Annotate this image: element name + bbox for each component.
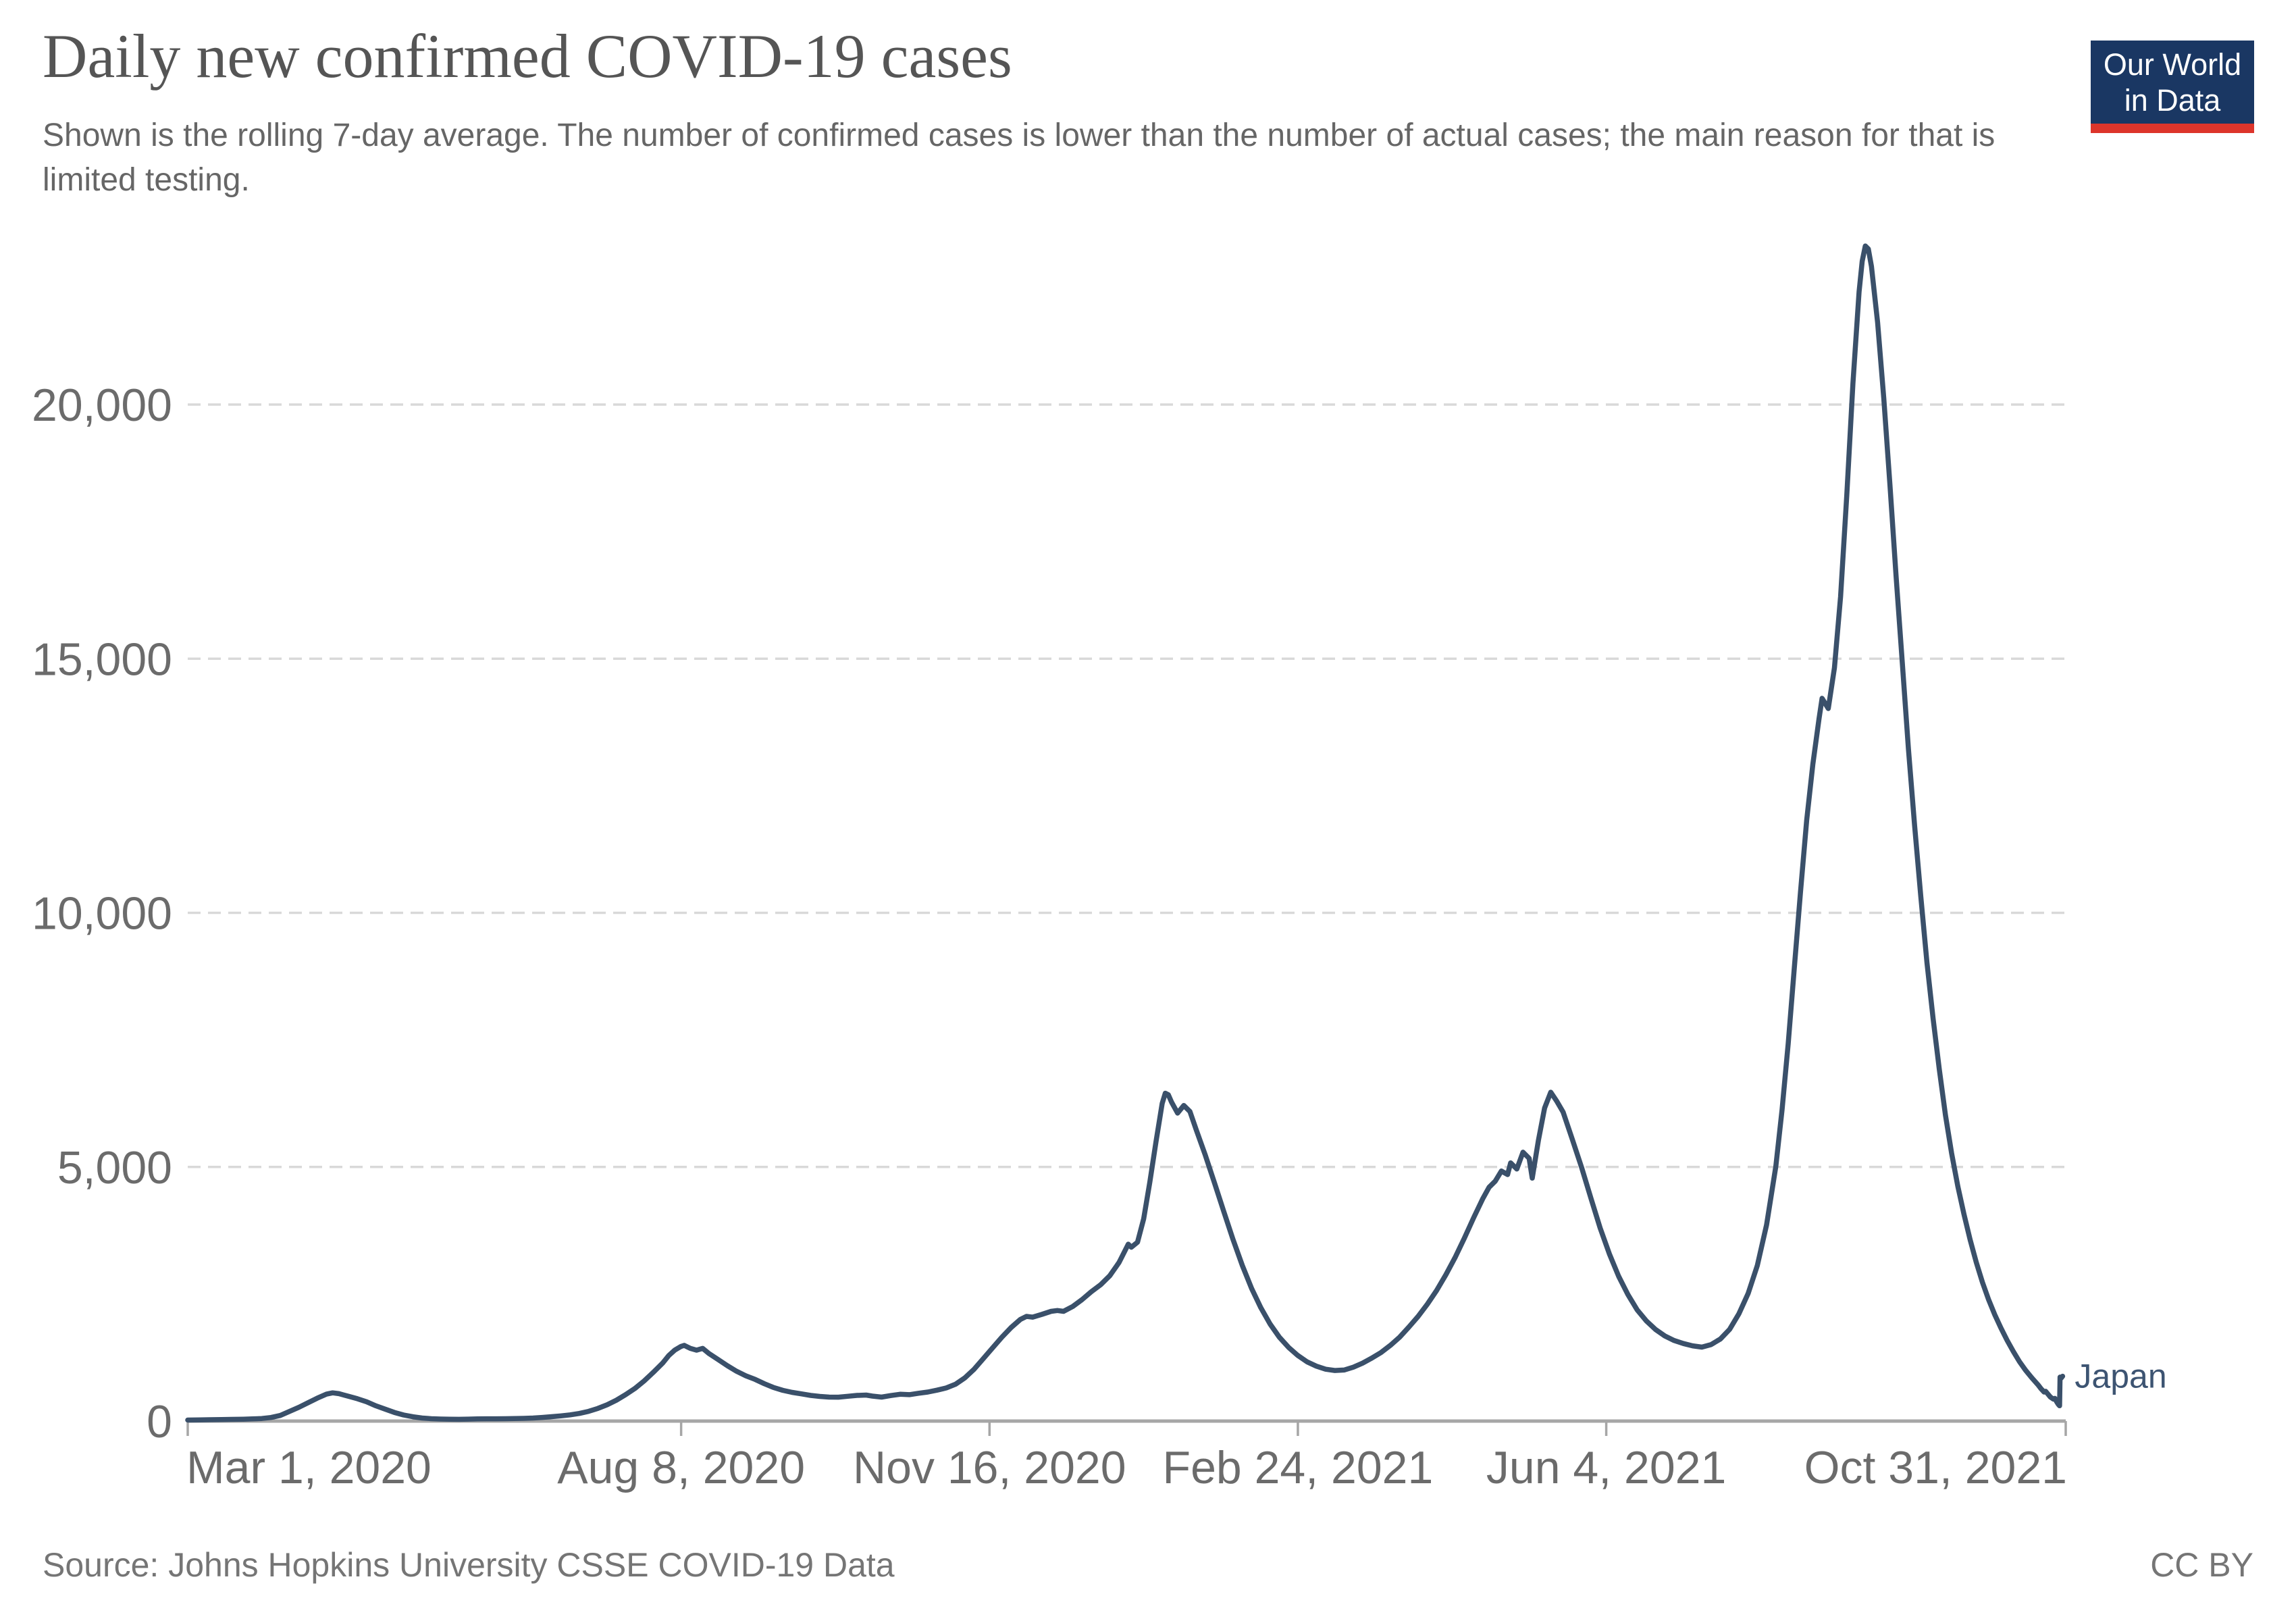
x-axis-label: Jun 4, 2021 (1486, 1442, 1726, 1493)
y-axis-label: 0 (147, 1396, 172, 1447)
owid-logo-line1: Our World (2103, 47, 2242, 82)
chart-subtitle: Shown is the rolling 7-day average. The … (43, 118, 1995, 198)
y-axis-label: 20,000 (32, 380, 172, 431)
owid-logo-line2: in Data (2124, 82, 2221, 118)
y-axis-label: 15,000 (32, 634, 172, 685)
license-note[interactable]: CC BY (2150, 1546, 2253, 1584)
owid-logo[interactable]: Our World in Data (2091, 41, 2254, 133)
x-axis-label: Feb 24, 2021 (1163, 1442, 1434, 1493)
x-axis-label: Oct 31, 2021 (1804, 1442, 2067, 1493)
x-axis-label: Nov 16, 2020 (853, 1442, 1126, 1493)
y-axis-label: 5,000 (57, 1142, 172, 1193)
x-axis-label: Aug 8, 2020 (557, 1442, 805, 1493)
page-title: Daily new confirmed COVID-19 cases (43, 22, 1012, 91)
source-note: Source: Johns Hopkins University CSSE CO… (43, 1546, 895, 1584)
series-line-japan[interactable] (185, 243, 2066, 1423)
y-axis-label: 10,000 (32, 888, 172, 940)
x-axis-label: Mar 1, 2020 (186, 1442, 432, 1493)
series-entity-label[interactable]: Japan (2075, 1358, 2166, 1395)
